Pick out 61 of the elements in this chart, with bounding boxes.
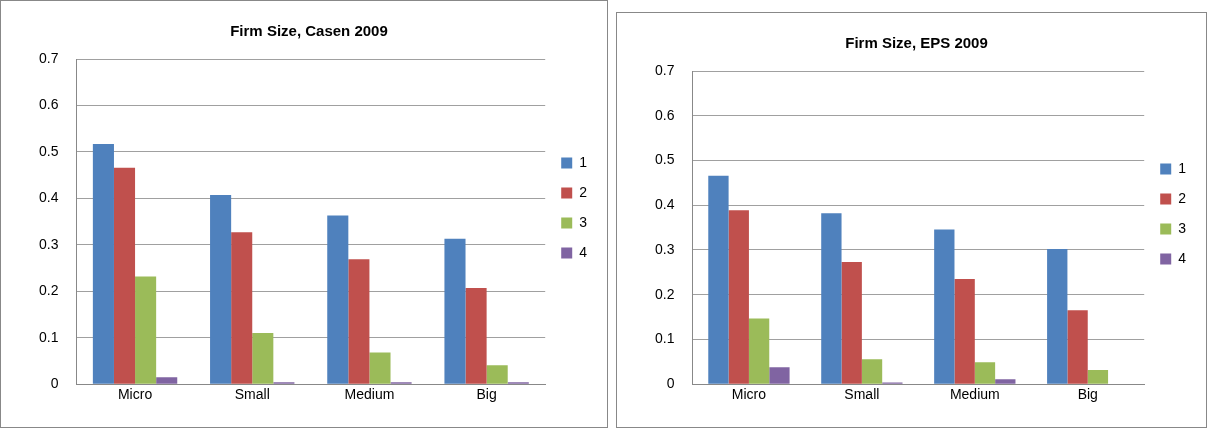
y-tick-label: 0.5 [654,151,675,168]
y-tick-label: 0 [666,375,675,392]
chart-title: Firm Size, Casen 2009 [230,22,388,40]
bar [748,318,770,384]
bar [974,362,996,384]
bar [1087,369,1109,384]
x-tick-label: Big [1077,386,1098,403]
bar [995,379,1016,384]
bar [1047,249,1068,384]
x-tick-label: Medium [949,386,1000,403]
x-tick-label: Medium [344,386,395,403]
legend-label: 3 [1178,219,1187,236]
bar [486,365,508,384]
y-tick-label: 0.5 [38,142,59,159]
legend-label: 4 [1178,249,1187,266]
bar [135,276,157,384]
bar [327,215,349,384]
y-tick-label: 0.6 [38,96,59,113]
bar [934,229,955,384]
bar [252,333,274,384]
bar [465,288,487,384]
y-tick-label: 0.2 [654,285,675,302]
y-tick-label: 0 [50,375,59,392]
legend-label: 1 [579,153,588,170]
legend-label: 2 [1178,189,1187,206]
bar [728,210,749,384]
x-tick-label: Micro [117,386,153,403]
y-tick-label: 0.4 [38,189,59,206]
bar [210,195,232,384]
y-tick-label: 0.2 [38,282,59,299]
bar [231,232,253,384]
legend-label: 4 [579,243,588,260]
y-tick-label: 0.6 [654,106,675,123]
y-tick-label: 0.1 [654,330,675,347]
x-tick-label: Big [476,386,497,403]
x-tick-label: Small [234,386,270,403]
y-tick-label: 0.7 [38,49,59,66]
bar [821,213,842,384]
legend-label: 3 [579,213,588,230]
x-tick-label: Micro [731,386,767,403]
y-tick-label: 0.7 [654,61,675,78]
bar [841,262,862,384]
bar [348,259,370,384]
bar [954,279,975,384]
bar [92,144,114,384]
bar [113,167,136,384]
bar [769,367,790,384]
x-tick-label: Small [844,386,880,403]
y-tick-label: 0.3 [38,235,59,252]
bar [369,352,391,384]
y-tick-label: 0.4 [654,196,675,213]
y-tick-label: 0.3 [654,240,675,257]
bar [708,175,729,384]
y-tick-label: 0.1 [38,328,59,345]
chart-title: Firm Size, EPS 2009 [845,34,988,52]
bar [444,238,466,384]
bar [861,359,883,384]
bar [156,377,178,384]
bar [1067,310,1088,384]
legend-label: 1 [1178,159,1187,176]
legend-label: 2 [579,183,588,200]
